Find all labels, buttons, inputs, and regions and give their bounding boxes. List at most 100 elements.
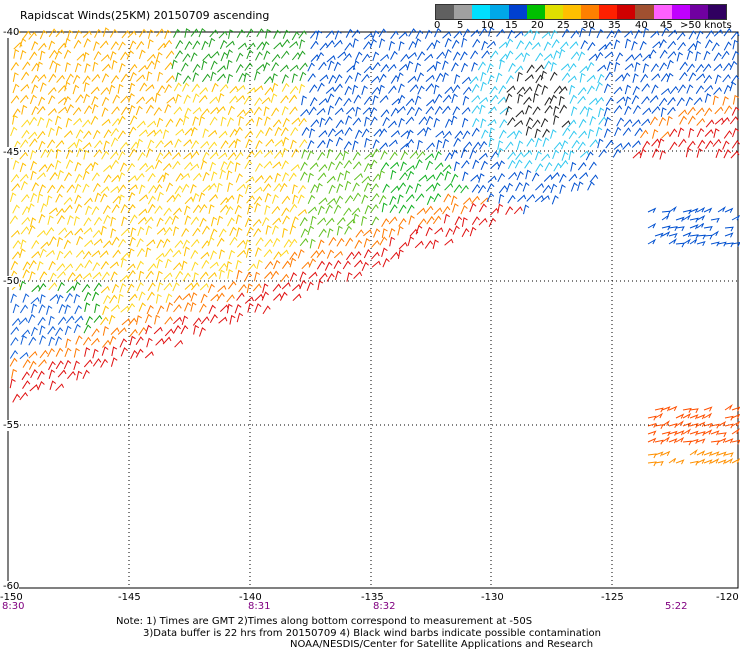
wind-barb — [461, 76, 471, 84]
wind-barb — [585, 151, 594, 161]
wind-barb — [289, 251, 298, 260]
wind-barb — [333, 204, 342, 214]
wind-barb — [658, 138, 665, 148]
wind-barb — [540, 70, 547, 81]
wind-barb — [93, 41, 100, 51]
wind-barb — [703, 422, 713, 428]
wind-barb — [38, 213, 46, 224]
wind-barb — [10, 293, 17, 304]
wind-barb — [49, 171, 58, 181]
wind-barb — [254, 202, 261, 213]
wind-barb — [184, 196, 194, 205]
wind-barb — [661, 450, 671, 457]
wind-barb — [281, 74, 289, 84]
wind-barb — [75, 138, 83, 149]
wind-barb — [516, 71, 523, 82]
wind-barb — [549, 71, 558, 81]
wind-barb — [92, 358, 102, 367]
wind-barb — [460, 205, 468, 215]
wind-barb — [370, 183, 379, 192]
wind-barb — [342, 260, 351, 270]
wind-barb — [532, 106, 541, 115]
wind-barb — [120, 51, 129, 61]
wind-barb — [696, 450, 706, 456]
wind-barb — [216, 292, 225, 302]
wind-barb — [450, 149, 458, 159]
wind-barb — [433, 39, 441, 50]
wind-barb — [353, 94, 362, 104]
wind-barb — [93, 149, 103, 158]
wind-barb — [506, 130, 517, 139]
wind-barb — [696, 30, 704, 40]
wind-barb — [462, 171, 469, 182]
wind-barb — [568, 173, 578, 182]
wind-barb — [73, 281, 81, 291]
wind-barb — [91, 95, 99, 106]
wind-barb — [73, 347, 80, 358]
wind-barb — [156, 258, 163, 269]
wind-barb — [162, 129, 170, 139]
wind-barb — [289, 224, 297, 235]
wind-barb — [444, 238, 454, 246]
wind-barb — [559, 184, 566, 194]
wind-barb — [461, 217, 468, 227]
wind-barb — [702, 63, 712, 72]
wind-barb — [355, 106, 362, 117]
wind-barb — [84, 347, 91, 357]
wind-barb — [136, 138, 143, 149]
wind-barb — [174, 50, 183, 59]
wind-barb — [661, 436, 671, 443]
wind-barb — [443, 193, 452, 203]
wind-barb — [316, 182, 323, 193]
wind-barb — [355, 51, 363, 61]
wind-barb — [516, 170, 524, 181]
wind-barb — [535, 163, 544, 172]
wind-barb — [136, 74, 146, 82]
wind-barb — [48, 127, 55, 137]
wind-barb — [172, 160, 181, 170]
wind-barb — [724, 458, 734, 464]
wind-barb — [91, 103, 99, 114]
wind-barb — [307, 194, 316, 205]
wind-barb — [425, 226, 433, 237]
wind-barb — [559, 159, 569, 169]
wind-barb — [337, 172, 344, 182]
wind-barb — [397, 182, 406, 191]
wind-barb — [144, 313, 153, 324]
wind-barb — [299, 279, 307, 290]
wind-barb — [534, 150, 542, 161]
wind-barb — [704, 93, 712, 103]
wind-barb — [209, 29, 219, 38]
wind-barb — [724, 226, 734, 232]
wind-barb — [10, 229, 20, 238]
wind-barb — [327, 197, 337, 206]
wind-barb — [82, 272, 92, 280]
wind-barb — [541, 31, 551, 39]
wind-barb — [434, 105, 443, 115]
wind-barb — [613, 142, 623, 150]
wind-barb — [686, 63, 695, 72]
wind-barb — [73, 216, 80, 226]
wind-barb — [704, 39, 713, 49]
wind-barb — [405, 194, 415, 203]
wind-barb — [291, 31, 300, 41]
wind-barb — [255, 129, 264, 139]
wind-barb — [119, 162, 128, 172]
wind-barb — [432, 215, 442, 225]
wind-barb — [263, 160, 273, 169]
wind-barb — [679, 61, 688, 71]
wind-barb — [64, 347, 72, 357]
wind-barb — [687, 43, 697, 52]
wind-barb — [633, 52, 643, 61]
wind-barb — [525, 169, 532, 180]
wind-barb — [235, 259, 242, 270]
wind-barb — [408, 40, 416, 50]
wind-barb — [281, 105, 289, 116]
wind-barb — [632, 151, 642, 159]
wind-barb — [128, 63, 138, 73]
wind-barb — [209, 96, 219, 104]
wind-barb — [299, 271, 307, 281]
wind-barb — [505, 206, 514, 216]
wind-barb — [246, 42, 256, 51]
wind-barb — [378, 38, 386, 48]
